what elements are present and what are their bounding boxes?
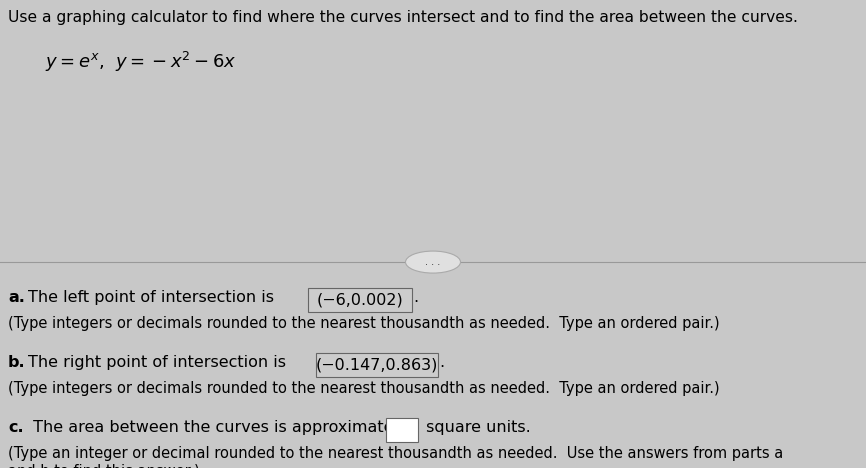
Text: square units.: square units.	[421, 420, 531, 435]
Text: (−6,0.002): (−6,0.002)	[317, 292, 404, 307]
FancyBboxPatch shape	[308, 288, 412, 312]
Text: . . .: . . .	[425, 257, 441, 267]
Text: (Type an integer or decimal rounded to the nearest thousandth as needed.  Use th: (Type an integer or decimal rounded to t…	[8, 446, 783, 468]
Text: .: .	[413, 290, 418, 305]
Text: The right point of intersection is: The right point of intersection is	[28, 355, 291, 370]
Ellipse shape	[405, 251, 461, 273]
FancyBboxPatch shape	[386, 418, 418, 442]
Text: (Type integers or decimals rounded to the nearest thousandth as needed.  Type an: (Type integers or decimals rounded to th…	[8, 316, 720, 331]
Text: a.: a.	[8, 290, 25, 305]
Text: (−0.147,0.863): (−0.147,0.863)	[316, 358, 438, 373]
Text: .: .	[439, 355, 444, 370]
Text: (Type integers or decimals rounded to the nearest thousandth as needed.  Type an: (Type integers or decimals rounded to th…	[8, 381, 720, 396]
FancyBboxPatch shape	[316, 353, 438, 377]
Text: Use a graphing calculator to find where the curves intersect and to find the are: Use a graphing calculator to find where …	[8, 10, 798, 25]
Text: The area between the curves is approximately: The area between the curves is approxima…	[28, 420, 412, 435]
Text: c.: c.	[8, 420, 23, 435]
Text: $y=e^x$,  $y=-x^2-6x$: $y=e^x$, $y=-x^2-6x$	[45, 50, 236, 74]
Text: The left point of intersection is: The left point of intersection is	[28, 290, 279, 305]
Text: b.: b.	[8, 355, 26, 370]
